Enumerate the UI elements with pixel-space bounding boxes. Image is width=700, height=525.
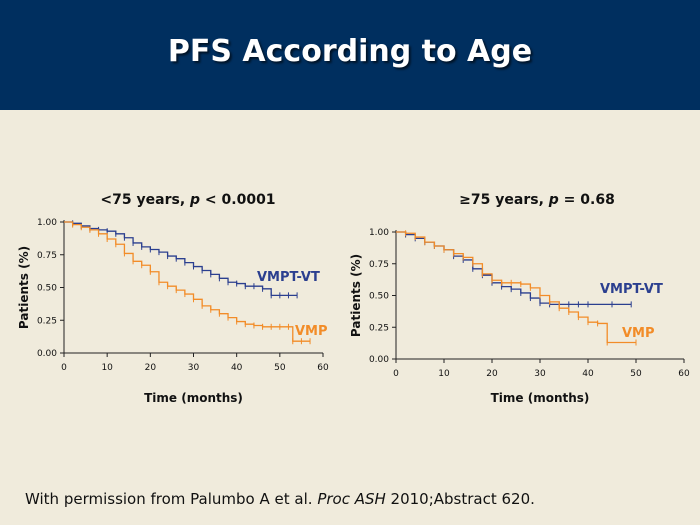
series-label-vmp: VMP [622, 326, 655, 341]
slide-title: PFS According to Age [167, 34, 533, 69]
y-tick-label: 0.75 [37, 251, 57, 261]
chart-title: ≥75 years, p = 0.68 [459, 192, 615, 208]
title-banner: PFS According to Age [0, 0, 700, 110]
y-tick-label: 0.75 [369, 260, 389, 270]
series-label-vmpt-vt: VMPT-VT [257, 270, 320, 285]
series-line-vmp [64, 221, 311, 342]
citation-footer: With permission from Palumbo A et al. Pr… [25, 490, 535, 508]
x-tick-label: 10 [438, 369, 450, 379]
x-tick-label: 20 [486, 369, 498, 379]
x-tick-label: 40 [231, 363, 243, 373]
y-axis-label: Patients (%) [17, 246, 31, 329]
citation-prefix: With permission from Palumbo A et al. [25, 490, 318, 508]
x-tick-label: 30 [188, 363, 200, 373]
series-label-vmp: VMP [295, 324, 328, 339]
x-tick-label: 0 [393, 369, 399, 379]
x-axis-label: Time (months) [491, 391, 590, 405]
chart-title-p: p [189, 192, 200, 208]
chart-title-text: <75 years, [100, 192, 190, 208]
y-tick-label: 0.00 [369, 355, 389, 365]
y-tick-label: 0.25 [369, 323, 389, 333]
series-line-vmpt-vt [396, 231, 632, 306]
chart-title-value: = 0.68 [559, 192, 615, 208]
x-axis-label: Time (months) [144, 391, 243, 405]
y-tick-label: 0.50 [369, 292, 389, 302]
x-tick-label: 20 [145, 363, 157, 373]
x-tick-label: 40 [582, 369, 594, 379]
y-tick-label: 0.00 [37, 349, 57, 359]
y-tick-label: 1.00 [37, 218, 57, 228]
x-tick-label: 60 [678, 369, 690, 379]
chart-title-value: < 0.0001 [200, 192, 276, 208]
x-tick-label: 10 [101, 363, 113, 373]
series-label-vmpt-vt: VMPT-VT [600, 282, 663, 297]
x-tick-label: 30 [534, 369, 546, 379]
y-tick-label: 0.25 [37, 316, 57, 326]
y-tick-label: 0.50 [37, 284, 57, 294]
citation-journal: Proc ASH [317, 490, 386, 508]
chart-title-p: p [548, 192, 559, 208]
chart-title-text: ≥75 years, [459, 192, 549, 208]
citation-suffix: 2010;Abstract 620. [385, 490, 535, 508]
chart-title: <75 years, p < 0.0001 [100, 192, 275, 208]
y-tick-label: 1.00 [369, 228, 389, 238]
x-tick-label: 50 [630, 369, 642, 379]
x-tick-label: 50 [274, 363, 286, 373]
x-tick-label: 60 [317, 363, 329, 373]
x-tick-label: 0 [61, 363, 67, 373]
y-axis-label: Patients (%) [349, 254, 363, 337]
